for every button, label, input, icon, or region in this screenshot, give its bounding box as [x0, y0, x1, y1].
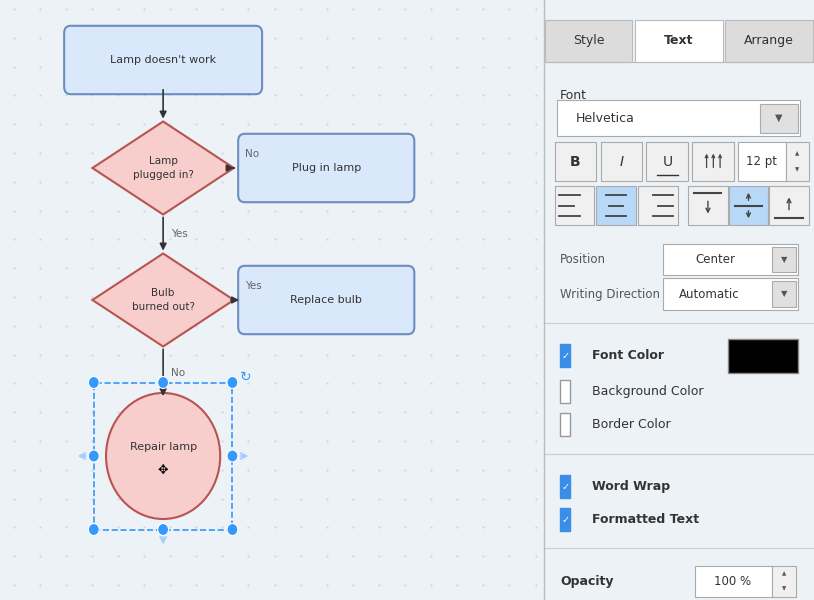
FancyBboxPatch shape [663, 278, 798, 310]
Text: ▲: ▲ [782, 572, 786, 577]
Text: Helvetica: Helvetica [576, 112, 635, 125]
Text: ▼: ▼ [775, 113, 782, 123]
Circle shape [89, 377, 99, 389]
Text: I: I [619, 155, 624, 169]
Text: Font: Font [560, 89, 587, 102]
FancyBboxPatch shape [560, 344, 571, 367]
FancyBboxPatch shape [560, 413, 571, 436]
FancyBboxPatch shape [769, 186, 808, 225]
Text: ▼: ▼ [782, 586, 786, 591]
FancyBboxPatch shape [772, 281, 796, 307]
FancyBboxPatch shape [558, 100, 800, 136]
Text: Word Wrap: Word Wrap [593, 480, 671, 493]
Circle shape [89, 450, 99, 462]
FancyBboxPatch shape [545, 20, 632, 62]
Circle shape [106, 393, 221, 519]
Text: Yes: Yes [171, 229, 188, 239]
FancyBboxPatch shape [772, 247, 796, 272]
Text: Lamp
plugged in?: Lamp plugged in? [133, 157, 194, 179]
Circle shape [227, 523, 238, 535]
Circle shape [158, 523, 168, 535]
FancyBboxPatch shape [601, 142, 642, 181]
FancyBboxPatch shape [693, 142, 734, 181]
Text: Position: Position [560, 253, 606, 266]
FancyBboxPatch shape [689, 186, 728, 225]
FancyBboxPatch shape [239, 266, 414, 334]
Text: No: No [171, 368, 186, 378]
Polygon shape [93, 121, 234, 214]
FancyBboxPatch shape [239, 134, 414, 202]
Text: ✓: ✓ [561, 515, 569, 524]
Text: U: U [663, 155, 672, 169]
Text: Text: Text [664, 34, 694, 47]
FancyBboxPatch shape [638, 186, 677, 225]
Text: Automatic: Automatic [679, 287, 739, 301]
FancyBboxPatch shape [554, 186, 593, 225]
FancyBboxPatch shape [635, 20, 723, 62]
Text: B: B [570, 155, 581, 169]
Text: Background Color: Background Color [593, 385, 704, 398]
FancyBboxPatch shape [554, 142, 597, 181]
Text: Arrange: Arrange [744, 34, 794, 47]
Text: ▼: ▼ [781, 254, 787, 264]
Text: Bulb
burned out?: Bulb burned out? [132, 289, 195, 311]
FancyBboxPatch shape [738, 142, 786, 181]
Text: ▲: ▲ [794, 151, 799, 157]
Text: ✥: ✥ [158, 464, 168, 478]
Text: Style: Style [573, 34, 605, 47]
FancyBboxPatch shape [729, 186, 768, 225]
Text: Writing Direction: Writing Direction [560, 287, 660, 301]
FancyBboxPatch shape [560, 508, 571, 531]
Text: Yes: Yes [245, 281, 261, 291]
Circle shape [158, 377, 168, 389]
Circle shape [89, 523, 99, 535]
Text: ✓: ✓ [561, 482, 569, 491]
Text: Plug in lamp: Plug in lamp [291, 163, 361, 173]
FancyBboxPatch shape [646, 142, 689, 181]
FancyBboxPatch shape [597, 186, 636, 225]
FancyBboxPatch shape [786, 142, 808, 181]
Text: Opacity: Opacity [560, 575, 614, 588]
Text: No: No [245, 149, 259, 159]
Circle shape [227, 450, 238, 462]
Text: Center: Center [695, 253, 735, 266]
FancyBboxPatch shape [560, 380, 571, 403]
FancyBboxPatch shape [64, 26, 262, 94]
Polygon shape [93, 253, 234, 346]
Text: ✓: ✓ [561, 351, 569, 361]
Text: Font Color: Font Color [593, 349, 664, 362]
Text: Repair lamp: Repair lamp [129, 442, 197, 452]
Text: 100 %: 100 % [715, 575, 751, 588]
Text: Border Color: Border Color [593, 418, 671, 431]
Text: Formatted Text: Formatted Text [593, 513, 699, 526]
Text: ▼: ▼ [781, 290, 787, 299]
FancyBboxPatch shape [725, 20, 812, 62]
Text: 12 pt: 12 pt [746, 155, 777, 168]
Text: Replace bulb: Replace bulb [291, 295, 362, 305]
FancyBboxPatch shape [772, 566, 796, 597]
Text: Lamp doesn't work: Lamp doesn't work [110, 55, 217, 65]
FancyBboxPatch shape [728, 339, 798, 373]
Circle shape [227, 377, 238, 389]
FancyBboxPatch shape [560, 475, 571, 498]
FancyBboxPatch shape [760, 104, 798, 133]
FancyBboxPatch shape [695, 566, 772, 597]
Text: ▼: ▼ [794, 167, 799, 172]
Bar [94, 383, 233, 529]
FancyBboxPatch shape [663, 244, 798, 275]
Text: ↻: ↻ [240, 370, 252, 383]
